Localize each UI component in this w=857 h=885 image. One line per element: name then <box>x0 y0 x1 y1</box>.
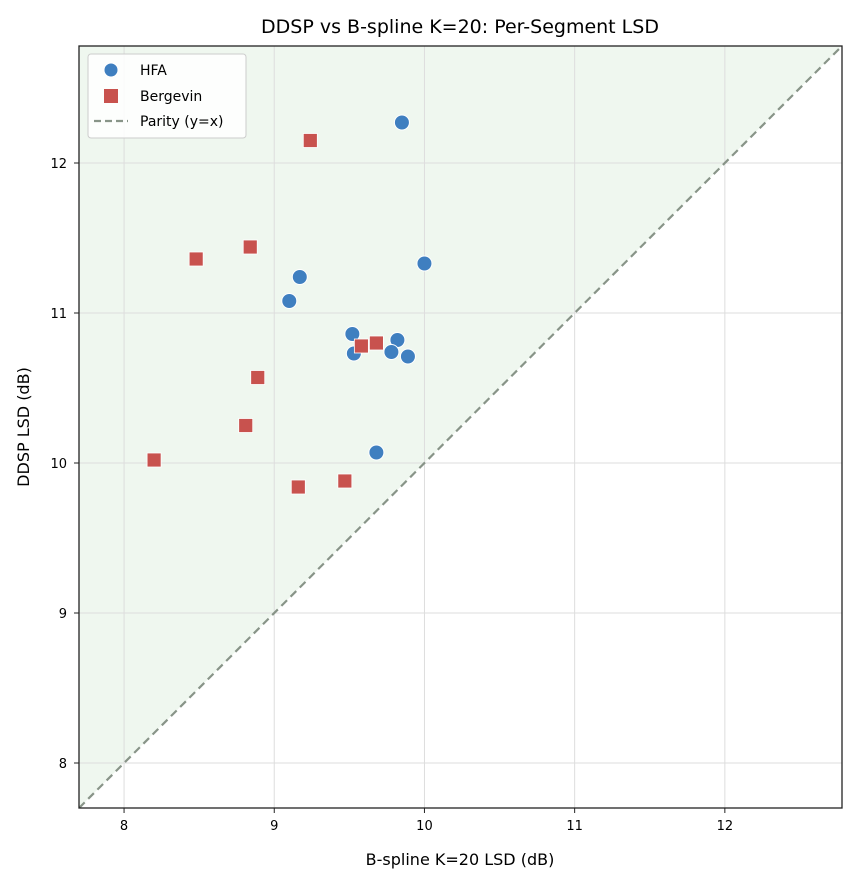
bergevin-point <box>302 133 318 148</box>
bergevin-point <box>238 418 254 433</box>
legend-box <box>87 53 247 139</box>
bergevin-point <box>368 335 384 351</box>
grid <box>79 46 842 808</box>
x-axis-label: B-spline K=20 LSD (dB) <box>366 850 555 869</box>
x-tick-label: 8 <box>120 819 128 834</box>
hfa-point <box>291 269 308 285</box>
hfa-point <box>383 344 400 360</box>
x-tick-label: 9 <box>270 819 278 834</box>
hfa-point <box>368 444 385 461</box>
parity-line <box>79 46 842 808</box>
bergevin-point <box>242 239 258 255</box>
hfa-point <box>399 348 416 365</box>
bergevin-point <box>146 452 162 468</box>
bergevin-point <box>250 370 266 385</box>
legend-parity-label: Parity (y=x) <box>140 114 224 130</box>
parity-line-layer <box>79 46 842 808</box>
y-tick-label: 10 <box>50 457 67 472</box>
legend-bergevin-marker <box>104 89 118 103</box>
hfa-point <box>393 114 410 131</box>
y-tick-label: 12 <box>50 157 67 172</box>
y-axis-ticks: 8 9 10 11 12 <box>50 157 79 772</box>
plot-frame <box>78 45 843 809</box>
hfa-point <box>416 255 433 272</box>
legend-bergevin-label: Bergevin <box>140 89 202 105</box>
bergevin-point <box>337 473 353 489</box>
y-tick-label: 9 <box>59 607 67 622</box>
x-tick-label: 11 <box>566 819 583 834</box>
legend-hfa-marker <box>103 62 119 78</box>
hfa-point <box>344 326 361 342</box>
x-axis-ticks: 8 9 10 11 12 <box>120 808 733 834</box>
data-points <box>146 114 433 495</box>
y-tick-label: 11 <box>50 307 67 322</box>
bergevin-point <box>353 338 369 354</box>
legend-hfa-label: HFA <box>140 63 167 79</box>
chart-title: DDSP vs B-spline K=20: Per-Segment LSD <box>261 16 659 38</box>
x-tick-label: 12 <box>717 819 734 834</box>
y-axis-label: DDSP LSD (dB) <box>14 367 33 487</box>
hfa-point <box>281 293 298 309</box>
x-tick-label: 10 <box>416 819 433 834</box>
bergevin-point <box>290 479 306 495</box>
y-tick-label: 8 <box>59 757 67 772</box>
legend: HFA Bergevin Parity (y=x) <box>87 53 247 139</box>
bergevin-point <box>188 251 204 267</box>
